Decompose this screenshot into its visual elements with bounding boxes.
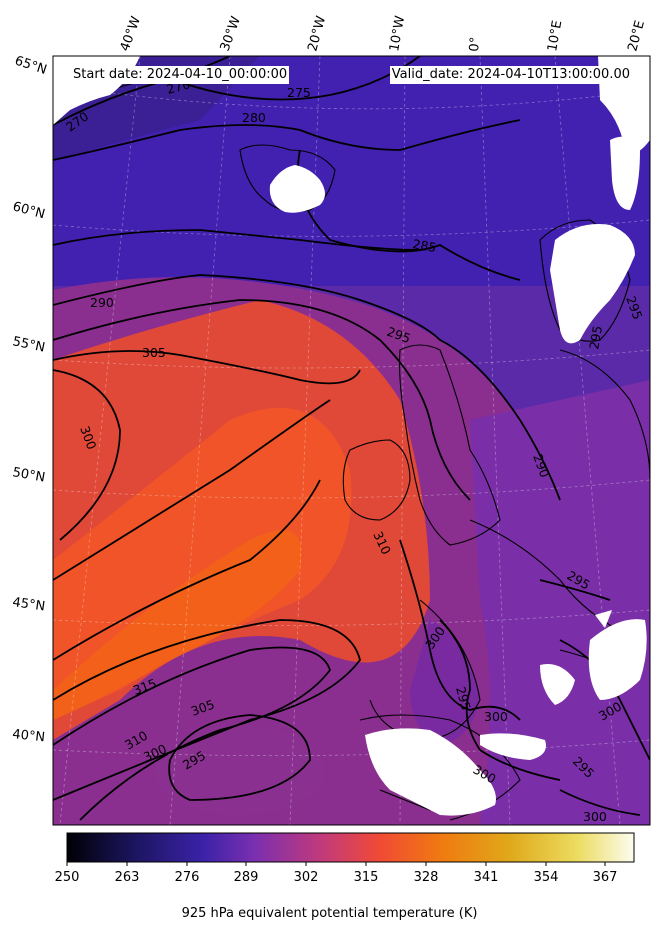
contour-label: 300 xyxy=(484,709,508,724)
contour-label: 300 xyxy=(583,809,607,824)
latitude-label: 50°N xyxy=(11,465,46,485)
contour-label: 285 xyxy=(411,236,437,255)
longitude-label: 10°E xyxy=(545,19,565,52)
contour-label: 305 xyxy=(142,345,166,360)
map-frame xyxy=(52,55,651,826)
colorbar-tick-label: 289 xyxy=(233,870,259,885)
latitude-label: 45°N xyxy=(11,595,46,614)
start-date-label: Start date: 2024-04-10_00:00:00 xyxy=(71,66,290,84)
longitude-label: 10°W xyxy=(387,15,408,53)
longitude-label: 30°W xyxy=(218,14,244,53)
longitude-labels: 40°W 30°W 20°W 10°W 0° 10°E 20°E xyxy=(118,14,648,53)
colorbar-tick-labels: 250 263 276 289 302 315 328 341 354 367 xyxy=(0,870,659,890)
valid-date-label: Valid_date: 2024-04-10T13:00:00.00 xyxy=(389,66,632,84)
colorbar-tick-marks xyxy=(66,862,606,866)
longitude-label: 40°W xyxy=(118,14,144,53)
latitude-label: 55°N xyxy=(11,334,46,355)
latitude-labels: 65°N 60°N 55°N 50°N 45°N 40°N xyxy=(11,54,49,746)
contour-label: 295 xyxy=(586,324,605,350)
colorbar-tick-label: 354 xyxy=(533,870,559,885)
colorbar-tick-label: 276 xyxy=(174,870,200,885)
contour-label: 275 xyxy=(287,85,311,100)
contour-lines xyxy=(53,56,650,821)
colorbar-tick-label: 302 xyxy=(293,870,319,885)
contour-label: 295 xyxy=(453,685,474,712)
colorbar-tick-label: 341 xyxy=(473,870,499,885)
latitude-label: 65°N xyxy=(13,54,49,78)
latitude-label: 40°N xyxy=(12,727,46,745)
colorbar-tick-label: 328 xyxy=(413,870,439,885)
contour-label: 290 xyxy=(90,295,114,310)
colorbar-label: 925 hPa equivalent potential temperature… xyxy=(181,906,478,921)
colorbar-tick-label: 367 xyxy=(592,870,618,885)
land-mask xyxy=(53,56,650,816)
colorbar xyxy=(66,832,635,863)
colorbar-tick-label: 250 xyxy=(54,870,80,885)
longitude-label: 0° xyxy=(467,36,483,52)
colorbar-tick-label: 315 xyxy=(353,870,379,885)
longitude-label: 20°W xyxy=(305,14,329,53)
longitude-label: 20°E xyxy=(625,19,648,53)
colorbar-tick-label: 263 xyxy=(114,870,140,885)
latitude-label: 60°N xyxy=(11,199,47,222)
temperature-field xyxy=(53,56,650,825)
contour-label: 280 xyxy=(242,110,266,125)
